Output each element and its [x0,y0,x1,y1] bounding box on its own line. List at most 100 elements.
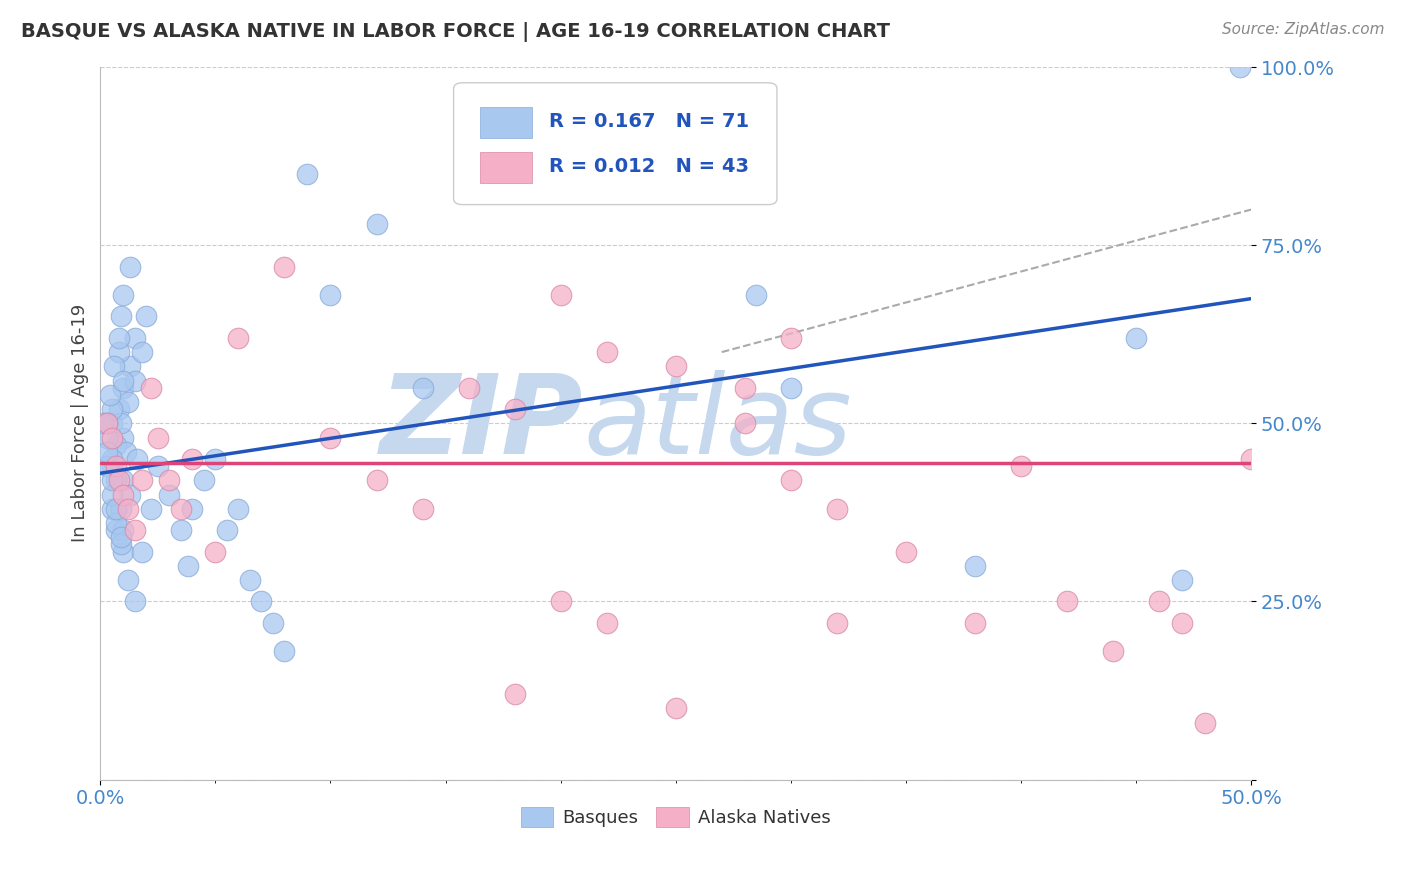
Point [503,402,526,417]
Point [1240,452,1263,467]
Point [112,288,135,302]
Point [1171,573,1194,587]
Point [177,558,200,573]
Point [127,452,149,467]
Point [101,487,124,501]
Point [120,487,142,501]
Point [112,431,135,445]
Point [114,445,136,459]
Point [112,487,135,501]
Y-axis label: In Labor Force | Age 16-19: In Labor Force | Age 16-19 [72,304,89,542]
Point [319,288,342,302]
Point [112,523,135,537]
Point [124,594,146,608]
Point [1010,459,1032,474]
Point [157,487,180,501]
Point [412,381,434,395]
Point [457,381,479,395]
Point [96,445,118,459]
Point [124,523,146,537]
Point [1229,60,1251,74]
Point [193,474,215,488]
Point [297,167,319,181]
Point [96,431,118,445]
Point [157,474,180,488]
Point [91,417,114,431]
Point [107,331,129,345]
Text: R = 0.012   N = 43: R = 0.012 N = 43 [550,157,749,177]
Point [101,431,124,445]
Point [101,402,124,417]
Point [170,523,193,537]
Point [550,288,572,302]
Point [131,544,153,558]
Point [204,452,226,467]
Point [550,594,572,608]
Point [105,501,128,516]
Point [105,474,128,488]
Point [112,374,135,388]
Point [139,381,162,395]
Legend: Basques, Alaska Natives: Basques, Alaska Natives [513,799,838,835]
Point [101,474,124,488]
Point [101,452,124,467]
Point [170,501,193,516]
Point [103,359,125,374]
Point [734,417,756,431]
Point [1171,615,1194,630]
Point [131,474,153,488]
Point [112,544,135,558]
Point [120,359,142,374]
Point [503,687,526,701]
Point [825,501,848,516]
Point [779,474,801,488]
Point [112,381,135,395]
Point [273,260,295,274]
Point [139,501,162,516]
Point [96,417,118,431]
Text: Source: ZipAtlas.com: Source: ZipAtlas.com [1222,22,1385,37]
Point [239,573,262,587]
Point [98,388,121,402]
Point [107,402,129,417]
Point [1056,594,1078,608]
Text: ZIP: ZIP [380,370,583,477]
Point [894,544,917,558]
Point [963,615,986,630]
Point [319,431,342,445]
FancyBboxPatch shape [479,107,531,138]
Point [107,474,129,488]
Point [110,501,132,516]
Point [105,438,128,452]
Point [112,474,135,488]
Point [250,594,273,608]
Point [105,523,128,537]
Point [101,501,124,516]
Point [117,395,139,409]
Point [110,417,132,431]
Point [110,310,132,324]
Point [412,501,434,516]
Point [1125,331,1147,345]
Point [120,260,142,274]
Point [204,544,226,558]
Text: R = 0.167   N = 71: R = 0.167 N = 71 [550,112,749,131]
Point [96,417,118,431]
Point [107,345,129,359]
Point [665,359,688,374]
Point [366,474,388,488]
Point [1147,594,1170,608]
Point [228,331,250,345]
Text: atlas: atlas [583,370,852,477]
FancyBboxPatch shape [454,83,778,204]
Point [131,345,153,359]
Point [779,381,801,395]
Point [117,573,139,587]
Point [96,459,118,474]
Point [105,516,128,530]
Point [181,452,204,467]
Point [181,501,204,516]
Point [124,331,146,345]
Point [135,310,157,324]
Point [101,417,124,431]
